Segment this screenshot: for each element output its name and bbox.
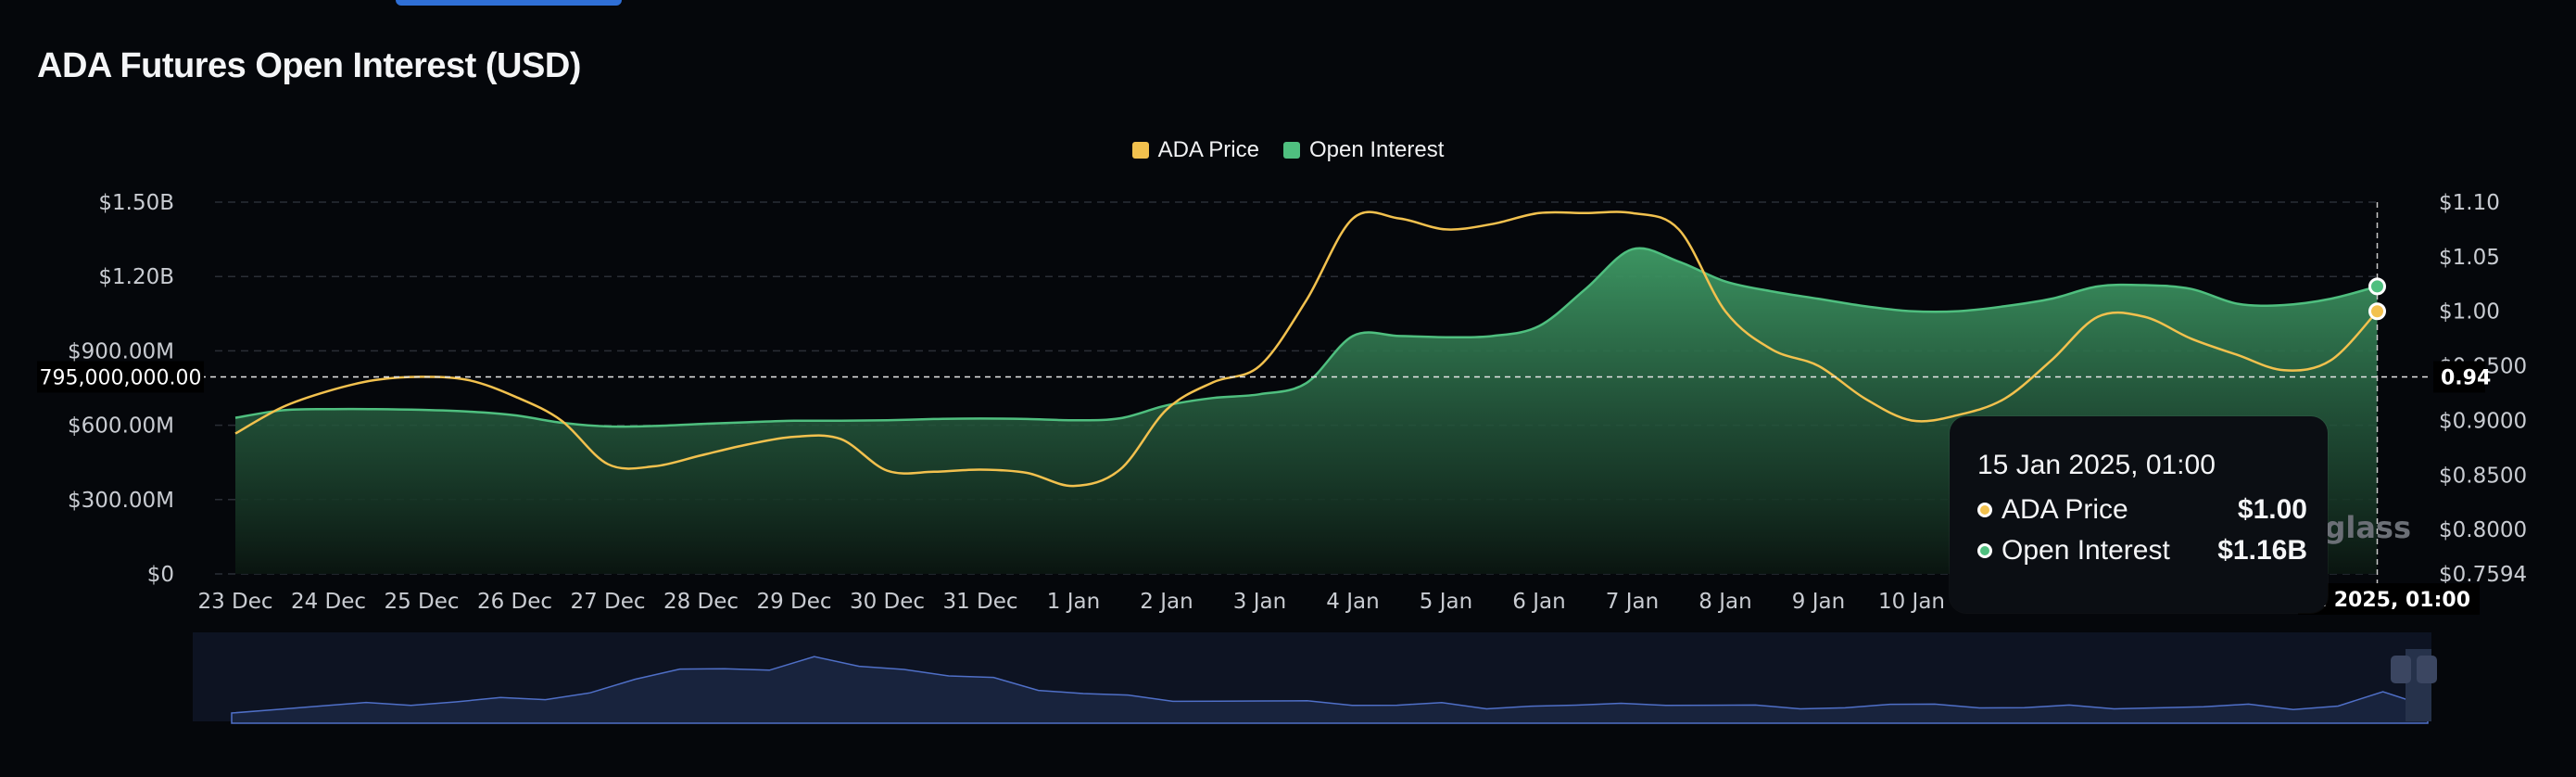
y-axis-left: $0 $300.00M $600.00M $900.00M $1.20B $1.50B xyxy=(68,191,174,587)
x-tick-label: 1 Jan xyxy=(1047,590,1100,614)
tooltip-time: 15 Jan 2025, 01:00 xyxy=(1977,450,2216,480)
navigator-handle-right xyxy=(2417,656,2437,683)
x-tick-label: 24 Dec xyxy=(291,590,366,614)
crosshair-x-label-bg xyxy=(2298,583,2480,615)
y-left-tick-label: $300.00M xyxy=(68,489,174,513)
x-tick-label: 31 Dec xyxy=(942,590,1017,614)
x-tick-label: 5 Jan xyxy=(1420,590,1472,614)
tooltip-value-open-interest: $1.16B xyxy=(2217,535,2307,566)
x-tick-label: 9 Jan xyxy=(1792,590,1845,614)
tooltip-label-ada-price: ADA Price xyxy=(2001,494,2128,525)
tooltip-dot-open-interest xyxy=(1977,543,1992,558)
chart-legend: ADA Price Open Interest xyxy=(0,137,2576,163)
x-tick-label: 27 Dec xyxy=(570,590,645,614)
crosshair-y2-label-bg xyxy=(2433,361,2485,393)
legend-label-ada-price: ADA Price xyxy=(1157,137,1259,162)
navigator-series xyxy=(231,656,2429,724)
x-tick-label: 8 Jan xyxy=(1698,590,1751,614)
tooltip-row-ada-price: ADA Price $1.00 xyxy=(1977,494,2307,526)
y-axis-right: $0.7594$0.8000$0.8500$0.9000$0.9500$1.00… xyxy=(2439,191,2527,587)
x-tick-label: 26 Dec xyxy=(477,590,552,614)
top-tab-indicator[interactable] xyxy=(396,0,622,6)
y-right-tick-label: $1.05 xyxy=(2439,246,2500,270)
tooltip-dot-ada-price xyxy=(1977,503,1992,517)
crosshair-y-label-bg xyxy=(37,361,204,393)
chart-tooltip: 15 Jan 2025, 01:00 ADA Price $1.00 Open … xyxy=(1950,416,2328,613)
legend-swatch-open-interest xyxy=(1282,142,1300,159)
x-tick-label: 6 Jan xyxy=(1512,590,1565,614)
y-right-tick-label: $0.8500 xyxy=(2439,464,2527,488)
y-right-tick-label: $0.9000 xyxy=(2439,409,2527,433)
x-tick-label: 4 Jan xyxy=(1326,590,1379,614)
y-left-tick-label: $0 xyxy=(147,563,174,587)
crosshair-y2-label: 0.94 xyxy=(2441,366,2491,389)
x-tick-label: 28 Dec xyxy=(663,590,739,614)
y-left-tick-label: $1.20B xyxy=(98,265,174,289)
legend-label-open-interest: Open Interest xyxy=(1308,137,1445,162)
y-left-tick-label: $900.00M xyxy=(68,339,174,363)
x-tick-label: 10 Jan xyxy=(1878,590,1945,614)
x-tick-label: 7 Jan xyxy=(1606,590,1659,614)
x-axis: 23 Dec 24 Dec 25 Dec 26 Dec 27 Dec 28 Dec 29 D… xyxy=(197,590,1945,614)
tooltip-value-ada-price: $1.00 xyxy=(2237,494,2307,525)
navigator-handle-left xyxy=(2391,656,2411,683)
y-right-tick-label: $0.8000 xyxy=(2439,518,2527,542)
y-left-tick-label: $1.50B xyxy=(98,191,174,215)
open-interest-area xyxy=(235,248,2378,574)
chart-series xyxy=(234,210,2379,574)
y-right-tick-label: $0.7594 xyxy=(2439,563,2527,587)
x-tick-label: 30 Dec xyxy=(850,590,925,614)
legend-item-open-interest[interactable]: Open Interest xyxy=(1282,137,1445,163)
x-tick-label: 29 Dec xyxy=(756,590,831,614)
x-tick-label: 3 Jan xyxy=(1233,590,1286,614)
y-left-tick-label: $600.00M xyxy=(68,414,174,439)
x-tick-label: 25 Dec xyxy=(384,590,459,614)
ada-price-line xyxy=(234,210,2379,488)
legend-swatch-ada-price xyxy=(1131,142,1149,159)
range-navigator xyxy=(193,632,2437,724)
tooltip-label-open-interest: Open Interest xyxy=(2001,535,2170,566)
page-title: ADA Futures Open Interest (USD) xyxy=(37,46,581,85)
y-right-tick-label: $1.00 xyxy=(2439,300,2500,325)
ada-price-marker xyxy=(2368,302,2386,321)
y-right-tick-label: $1.10 xyxy=(2439,191,2500,215)
crosshair-y-label: 795,000,000.00 xyxy=(40,366,202,389)
open-interest-line xyxy=(234,247,2378,428)
open-interest-marker xyxy=(2368,277,2386,296)
tooltip-row-open-interest: Open Interest $1.16B xyxy=(1977,535,2307,567)
x-tick-label: 23 Dec xyxy=(197,590,272,614)
x-tick-label: 2 Jan xyxy=(1140,590,1193,614)
legend-item-ada-price[interactable]: ADA Price xyxy=(1131,137,1259,163)
